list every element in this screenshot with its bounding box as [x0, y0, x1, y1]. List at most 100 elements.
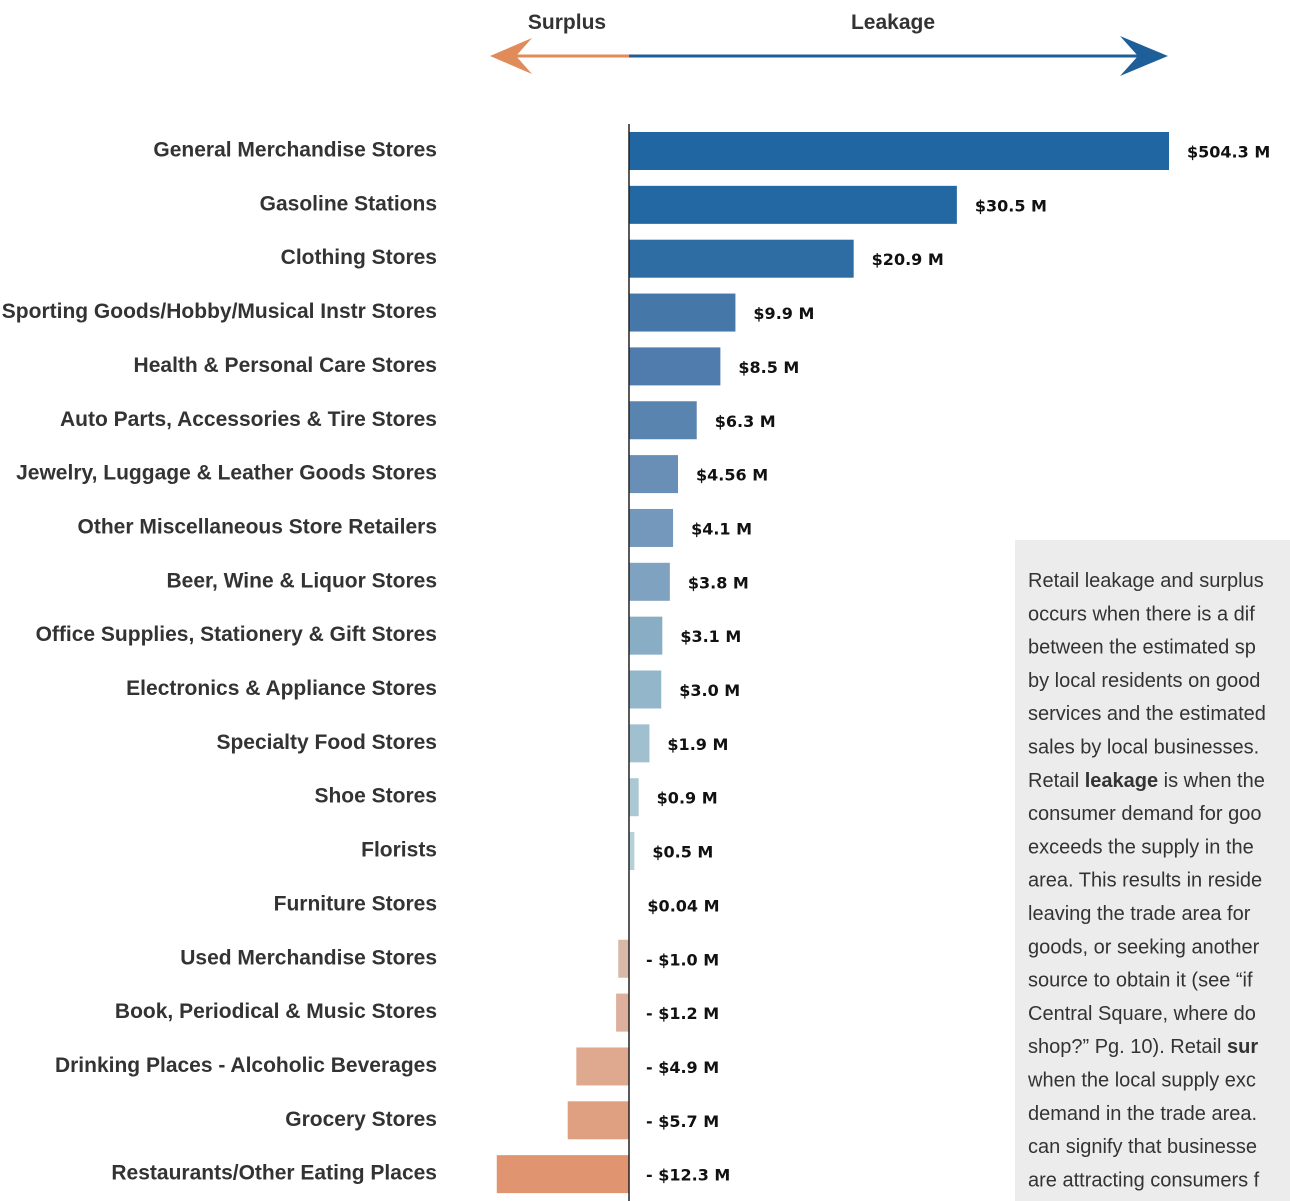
- category-label: Clothing Stores: [281, 246, 437, 269]
- leakage-arrow-head: [1120, 36, 1168, 76]
- note-text: occurs when there is a dif: [1028, 603, 1255, 625]
- category-label: Florists: [361, 839, 437, 862]
- note-line: goods, or seeking another: [1028, 936, 1260, 958]
- value-label: $6.3 M: [715, 412, 776, 431]
- bar: [629, 132, 1169, 170]
- note-line: Retail leakage and surplus: [1028, 570, 1264, 592]
- category-label: Auto Parts, Accessories & Tire Stores: [60, 408, 437, 431]
- value-label: $504.3 M: [1187, 143, 1270, 162]
- note-text: shop?” Pg. 10). Retail: [1028, 1036, 1227, 1058]
- bar: [629, 239, 854, 278]
- bar: [629, 401, 697, 440]
- value-label: $0.04 M: [647, 896, 719, 915]
- category-label: Used Merchandise Stores: [180, 946, 437, 969]
- surplus-arrow-head: [490, 38, 532, 74]
- category-label: Gasoline Stations: [260, 192, 437, 215]
- value-label: $3.8 M: [688, 573, 749, 592]
- category-label: Furniture Stores: [274, 892, 437, 915]
- note-box: [1015, 540, 1290, 1201]
- note-text: Central Square, where do: [1028, 1003, 1256, 1025]
- note-text: between the estimated sp: [1028, 637, 1256, 659]
- note-line: when the local supply exc: [1027, 1070, 1256, 1092]
- value-label: $3.0 M: [679, 681, 740, 700]
- value-label: $9.9 M: [753, 304, 814, 323]
- note-text: consumer demand for goo: [1028, 803, 1261, 825]
- bar: [629, 778, 639, 817]
- note-line: leaving the trade area for: [1028, 903, 1251, 925]
- note-text: are attracting consumers f: [1028, 1169, 1260, 1191]
- value-label: $0.5 M: [652, 843, 713, 862]
- note-line: exceeds the supply in the: [1028, 836, 1254, 858]
- note-text: Retail leakage and surplus: [1028, 570, 1264, 592]
- leakage-label: Leakage: [851, 11, 935, 34]
- value-label: $0.9 M: [657, 789, 718, 808]
- bar: [576, 1047, 629, 1086]
- note-text: leaving the trade area for: [1028, 903, 1251, 925]
- note-line: source to obtain it (see “if: [1028, 970, 1253, 992]
- note-text: by local residents on good: [1028, 670, 1260, 692]
- value-label: - $4.9 M: [646, 1058, 719, 1077]
- value-label: - $1.2 M: [646, 1004, 719, 1023]
- note-text: demand in the trade area.: [1028, 1103, 1257, 1125]
- bar: [629, 616, 663, 655]
- value-label: $4.56 M: [696, 466, 768, 485]
- bar: [629, 832, 635, 871]
- category-label: Electronics & Appliance Stores: [126, 677, 437, 700]
- bar: [496, 1155, 629, 1194]
- note-text: source to obtain it (see “if: [1028, 970, 1253, 992]
- note-text: is when the: [1158, 770, 1265, 792]
- note-text: services and the estimated: [1028, 703, 1266, 725]
- note-text: sales by local businesses.: [1028, 737, 1259, 759]
- category-label: Jewelry, Luggage & Leather Goods Stores: [16, 462, 437, 485]
- note-line: between the estimated sp: [1028, 637, 1256, 659]
- note-line: sales by local businesses.: [1028, 737, 1259, 759]
- note-line: Retail leakage is when the: [1028, 770, 1265, 792]
- surplus-label: Surplus: [528, 11, 606, 34]
- value-label: $3.1 M: [680, 627, 741, 646]
- note-text: exceeds the supply in the: [1028, 836, 1254, 858]
- category-label: General Merchandise Stores: [153, 139, 437, 162]
- note-line: are attracting consumers f: [1028, 1169, 1260, 1191]
- value-label: $30.5 M: [975, 196, 1047, 215]
- value-label: - $12.3 M: [646, 1166, 730, 1185]
- bar: [629, 455, 679, 494]
- note-line: Central Square, where do: [1028, 1003, 1256, 1025]
- category-label: Specialty Food Stores: [216, 731, 437, 754]
- value-label: - $1.0 M: [646, 950, 719, 969]
- category-label: Beer, Wine & Liquor Stores: [166, 569, 437, 592]
- note-line: occurs when there is a dif: [1028, 603, 1255, 625]
- bars: General Merchandise Stores $504.3 M Gasoli…: [2, 132, 1270, 1194]
- value-label: $1.9 M: [667, 735, 728, 754]
- category-label: Restaurants/Other Eating Places: [111, 1162, 437, 1185]
- note-bold: leakage: [1085, 770, 1158, 792]
- bar: [629, 347, 721, 386]
- bar: [629, 293, 736, 332]
- note-text: Retail: [1028, 770, 1085, 792]
- category-label: Other Miscellaneous Store Retailers: [78, 515, 437, 538]
- note-line: consumer demand for goo: [1028, 803, 1261, 825]
- bar: [616, 993, 629, 1032]
- note-line: area. This results in reside: [1028, 870, 1262, 892]
- category-label: Drinking Places - Alcoholic Beverages: [55, 1054, 437, 1077]
- note-text: goods, or seeking another: [1028, 936, 1260, 958]
- note-line: demand in the trade area.: [1028, 1103, 1257, 1125]
- value-label: $4.1 M: [691, 519, 752, 538]
- bar: [629, 508, 674, 547]
- category-label: Sporting Goods/Hobby/Musical Instr Store…: [2, 300, 437, 323]
- note-text: area. This results in reside: [1028, 870, 1262, 892]
- note-line: by local residents on good: [1028, 670, 1260, 692]
- bar: [567, 1101, 629, 1140]
- direction-arrows: [490, 36, 1168, 76]
- category-label: Grocery Stores: [285, 1108, 437, 1131]
- note-line: shop?” Pg. 10). Retail sur: [1028, 1036, 1258, 1058]
- note-line: services and the estimated: [1028, 703, 1266, 725]
- note-text: when the local supply exc: [1027, 1070, 1256, 1092]
- value-label: $8.5 M: [738, 358, 799, 377]
- bar: [629, 562, 670, 601]
- bar: [629, 185, 957, 224]
- note-line: can signify that businesse: [1028, 1136, 1257, 1158]
- category-label: Health & Personal Care Stores: [134, 354, 437, 377]
- note-bold: sur: [1227, 1036, 1258, 1058]
- category-label: Book, Periodical & Music Stores: [115, 1000, 437, 1023]
